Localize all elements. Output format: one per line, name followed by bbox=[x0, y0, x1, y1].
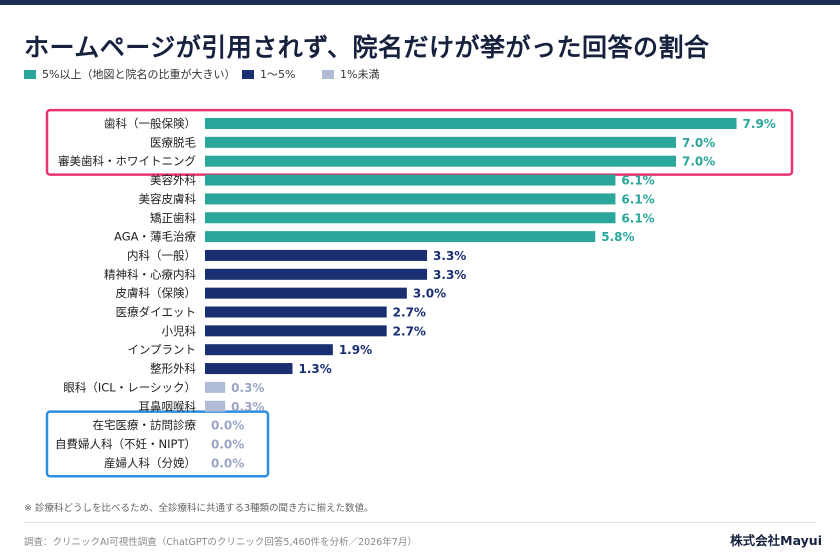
bar bbox=[205, 344, 333, 356]
value-label: 6.1% bbox=[621, 174, 654, 188]
value-label: 7.0% bbox=[682, 155, 715, 169]
value-label: 0.0% bbox=[211, 437, 244, 451]
legend-swatch-teal bbox=[24, 69, 36, 79]
value-label: 1.9% bbox=[339, 343, 372, 357]
legend-label: 1〜5% bbox=[260, 68, 296, 81]
legend-item-5pct-plus: 5%以上（地図と院名の比重が大きい） bbox=[24, 66, 235, 82]
legend-swatch-gray bbox=[322, 69, 334, 79]
value-label: 6.1% bbox=[621, 192, 654, 206]
footer-divider bbox=[24, 522, 816, 523]
category-label: インプラント bbox=[127, 343, 196, 357]
value-label: 2.7% bbox=[393, 324, 426, 338]
bar bbox=[205, 231, 596, 243]
bar bbox=[205, 363, 293, 375]
category-label: 矯正歯科 bbox=[150, 211, 196, 225]
bar bbox=[205, 249, 428, 261]
value-label: 0.3% bbox=[231, 400, 264, 414]
bar bbox=[205, 325, 387, 337]
category-label: 歯科（一般保険） bbox=[104, 117, 196, 131]
value-label: 6.1% bbox=[621, 211, 654, 225]
bar bbox=[205, 174, 616, 186]
category-label: 眼科（ICL・レーシック） bbox=[63, 380, 196, 394]
category-label: 産婦人科（分娩） bbox=[104, 456, 196, 470]
bar bbox=[205, 268, 428, 280]
top-accent-bar bbox=[0, 0, 840, 5]
bar bbox=[205, 155, 676, 167]
category-label: 医療ダイエット bbox=[116, 305, 196, 319]
legend-label: 1%未満 bbox=[340, 68, 380, 81]
category-label: 医療脱毛 bbox=[150, 135, 196, 149]
category-label: 皮膚科（保険） bbox=[116, 286, 197, 300]
company-brand: 株式会社Mayui bbox=[730, 533, 822, 548]
category-label: 精神科・心療内科 bbox=[104, 267, 196, 281]
value-label: 3.3% bbox=[433, 249, 466, 263]
category-label: 審美歯科・ホワイトニング bbox=[58, 154, 196, 168]
bar bbox=[205, 193, 616, 205]
category-label: AGA・薄毛治療 bbox=[114, 230, 196, 244]
bar bbox=[205, 287, 407, 299]
bar bbox=[205, 136, 676, 148]
value-label: 1.3% bbox=[298, 362, 331, 376]
category-label: 耳鼻咽喉科 bbox=[139, 399, 197, 413]
value-label: 3.3% bbox=[433, 268, 466, 282]
value-label: 3.0% bbox=[413, 287, 446, 301]
category-label: 小児科 bbox=[162, 324, 197, 338]
value-label: 7.0% bbox=[682, 136, 715, 150]
category-label: 自費婦人科（不妊・NIPT） bbox=[55, 437, 196, 451]
value-label: 7.9% bbox=[743, 117, 776, 131]
chart-title: ホームページが引用されず、院名だけが挙がった回答の割合 bbox=[24, 33, 710, 62]
legend-label: 5%以上（地図と院名の比重が大きい） bbox=[42, 68, 236, 81]
value-label: 5.8% bbox=[601, 230, 634, 244]
bar bbox=[205, 118, 737, 129]
value-label: 0.0% bbox=[211, 419, 244, 433]
bar bbox=[205, 306, 387, 318]
category-label: 在宅医療・訪問診療 bbox=[93, 418, 197, 432]
value-label: 0.3% bbox=[231, 381, 264, 395]
legend-item-1-5pct: 1〜5% bbox=[242, 66, 295, 82]
bar bbox=[205, 381, 226, 393]
value-label: 2.7% bbox=[393, 306, 426, 320]
highlight-box bbox=[45, 410, 270, 478]
category-label: 内科（一般） bbox=[127, 248, 196, 262]
legend-item-under-1pct: 1%未満 bbox=[322, 66, 379, 82]
category-label: 美容皮膚科 bbox=[139, 192, 197, 206]
category-label: 美容外科 bbox=[150, 173, 196, 187]
bar-chart: 歯科（一般保険） 7.9% 医療脱毛 7.0% 審美歯科・ホワイトニング 7.0% 美容外科… bbox=[45, 108, 794, 478]
footnote: ※ 診療科どうしを比べるため、全診療科に共通する3種類の聞き方に揃えた数値。 bbox=[24, 503, 374, 514]
legend-swatch-navy bbox=[242, 69, 254, 79]
category-label: 整形外科 bbox=[150, 362, 196, 376]
value-label: 0.0% bbox=[211, 456, 244, 470]
source-note: 調査：クリニックAI可視性調査（ChatGPTのクリニック回答5,460件を分析… bbox=[24, 537, 417, 548]
bar bbox=[205, 400, 226, 412]
bar bbox=[205, 212, 616, 224]
